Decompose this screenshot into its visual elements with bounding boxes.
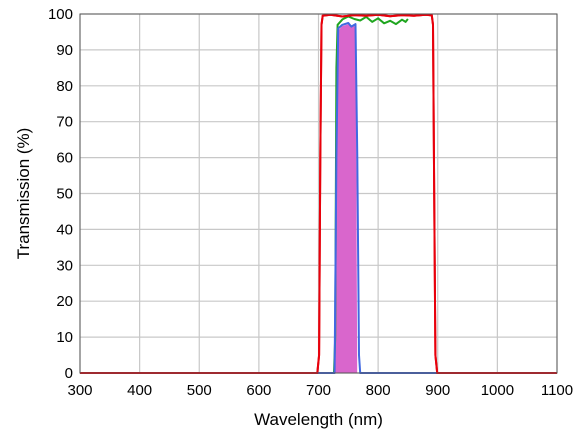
y-tick-label: 70 xyxy=(56,114,73,131)
x-tick-label: 400 xyxy=(127,382,152,399)
y-axis-label: Transmission (%) xyxy=(14,128,33,260)
x-tick-label: 600 xyxy=(246,382,271,399)
x-tick-label: 500 xyxy=(187,382,212,399)
y-tick-label: 50 xyxy=(56,186,73,203)
x-axis-label: Wavelength (nm) xyxy=(254,410,383,429)
y-tick-label: 80 xyxy=(56,78,73,95)
x-tick-label: 700 xyxy=(306,382,331,399)
series-line-0-top xyxy=(80,13,557,374)
series-line-2 xyxy=(80,22,557,374)
x-tick-label: 1000 xyxy=(481,382,514,399)
y-tick-label: 30 xyxy=(56,257,73,274)
y-tick-label: 90 xyxy=(56,42,73,59)
x-tick-label: 1100 xyxy=(541,382,573,399)
y-tick-label: 60 xyxy=(56,150,73,167)
y-tick-labels: 0 10 20 30 40 50 60 70 80 90 100 xyxy=(48,6,73,382)
y-tick-label: 100 xyxy=(48,6,73,23)
x-tick-label: 800 xyxy=(366,382,391,399)
y-tick-label: 40 xyxy=(56,221,73,238)
grid-lines xyxy=(79,13,558,374)
x-tick-labels: 300 400 500 600 700 800 900 1000 1100 xyxy=(67,382,573,399)
y-tick-label: 20 xyxy=(56,293,73,310)
y-tick-label: 10 xyxy=(56,329,73,346)
plot-series xyxy=(80,13,557,374)
plot-frame xyxy=(79,13,558,374)
x-tick-label: 900 xyxy=(425,382,450,399)
y-tick-label: 0 xyxy=(65,365,73,382)
x-tick-label: 300 xyxy=(67,382,92,399)
